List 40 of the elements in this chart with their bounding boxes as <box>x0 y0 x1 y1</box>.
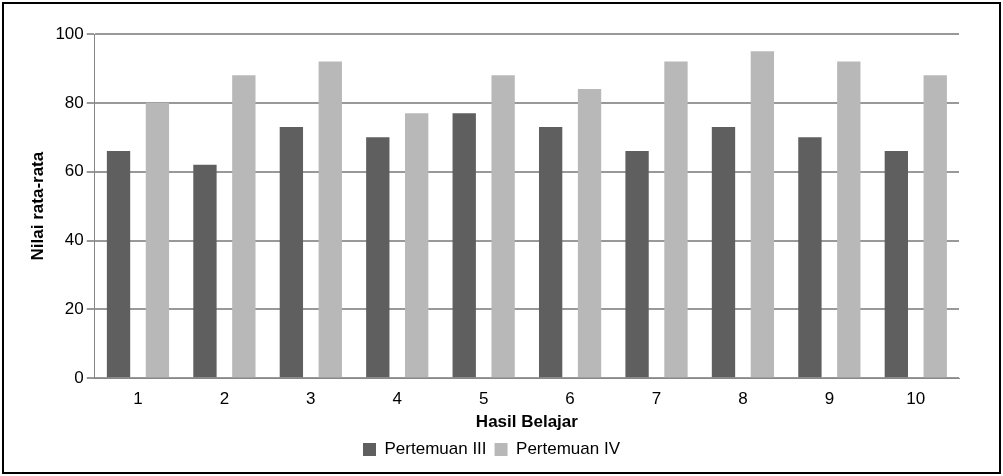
bar <box>491 75 515 378</box>
bar <box>750 51 775 378</box>
x-tick-label: 1 <box>133 389 143 409</box>
legend-label: Pertemuan IV <box>516 439 621 459</box>
bar <box>193 164 217 378</box>
y-tick-label: 60 <box>64 161 84 181</box>
y-tick-label: 0 <box>74 367 84 387</box>
x-tick-label: 3 <box>306 389 316 409</box>
bar <box>923 75 947 378</box>
y-axis-title: Nilai rata-rata <box>27 151 47 261</box>
bar <box>837 61 861 378</box>
bar <box>798 137 822 378</box>
bar <box>884 151 909 378</box>
y-tick-label: 40 <box>64 230 84 250</box>
bar <box>664 61 688 378</box>
bar <box>106 151 131 378</box>
x-tick-label: 8 <box>738 389 748 409</box>
bar <box>452 113 476 378</box>
y-tick-label: 100 <box>55 23 84 43</box>
bar <box>145 102 170 378</box>
bar <box>625 151 649 378</box>
y-tick-label: 20 <box>64 299 84 319</box>
bar <box>405 113 429 378</box>
x-tick-label: 2 <box>219 389 230 409</box>
bar <box>577 89 602 378</box>
x-tick-label: 4 <box>392 389 402 409</box>
legend-label: Pertemuan III <box>384 439 487 459</box>
x-tick-label: 10 <box>906 389 926 409</box>
bar <box>366 137 390 378</box>
x-tick-label: 7 <box>651 389 662 409</box>
x-tick-label: 9 <box>824 389 835 409</box>
x-axis-title: Hasil Belajar <box>475 412 579 432</box>
bar <box>711 126 736 378</box>
x-tick-label: 5 <box>478 389 489 409</box>
bar <box>318 61 342 378</box>
bar <box>279 126 304 378</box>
x-tick-label: 6 <box>565 389 575 409</box>
y-tick-label: 80 <box>64 92 84 112</box>
bar <box>232 75 256 378</box>
bar <box>538 126 563 378</box>
